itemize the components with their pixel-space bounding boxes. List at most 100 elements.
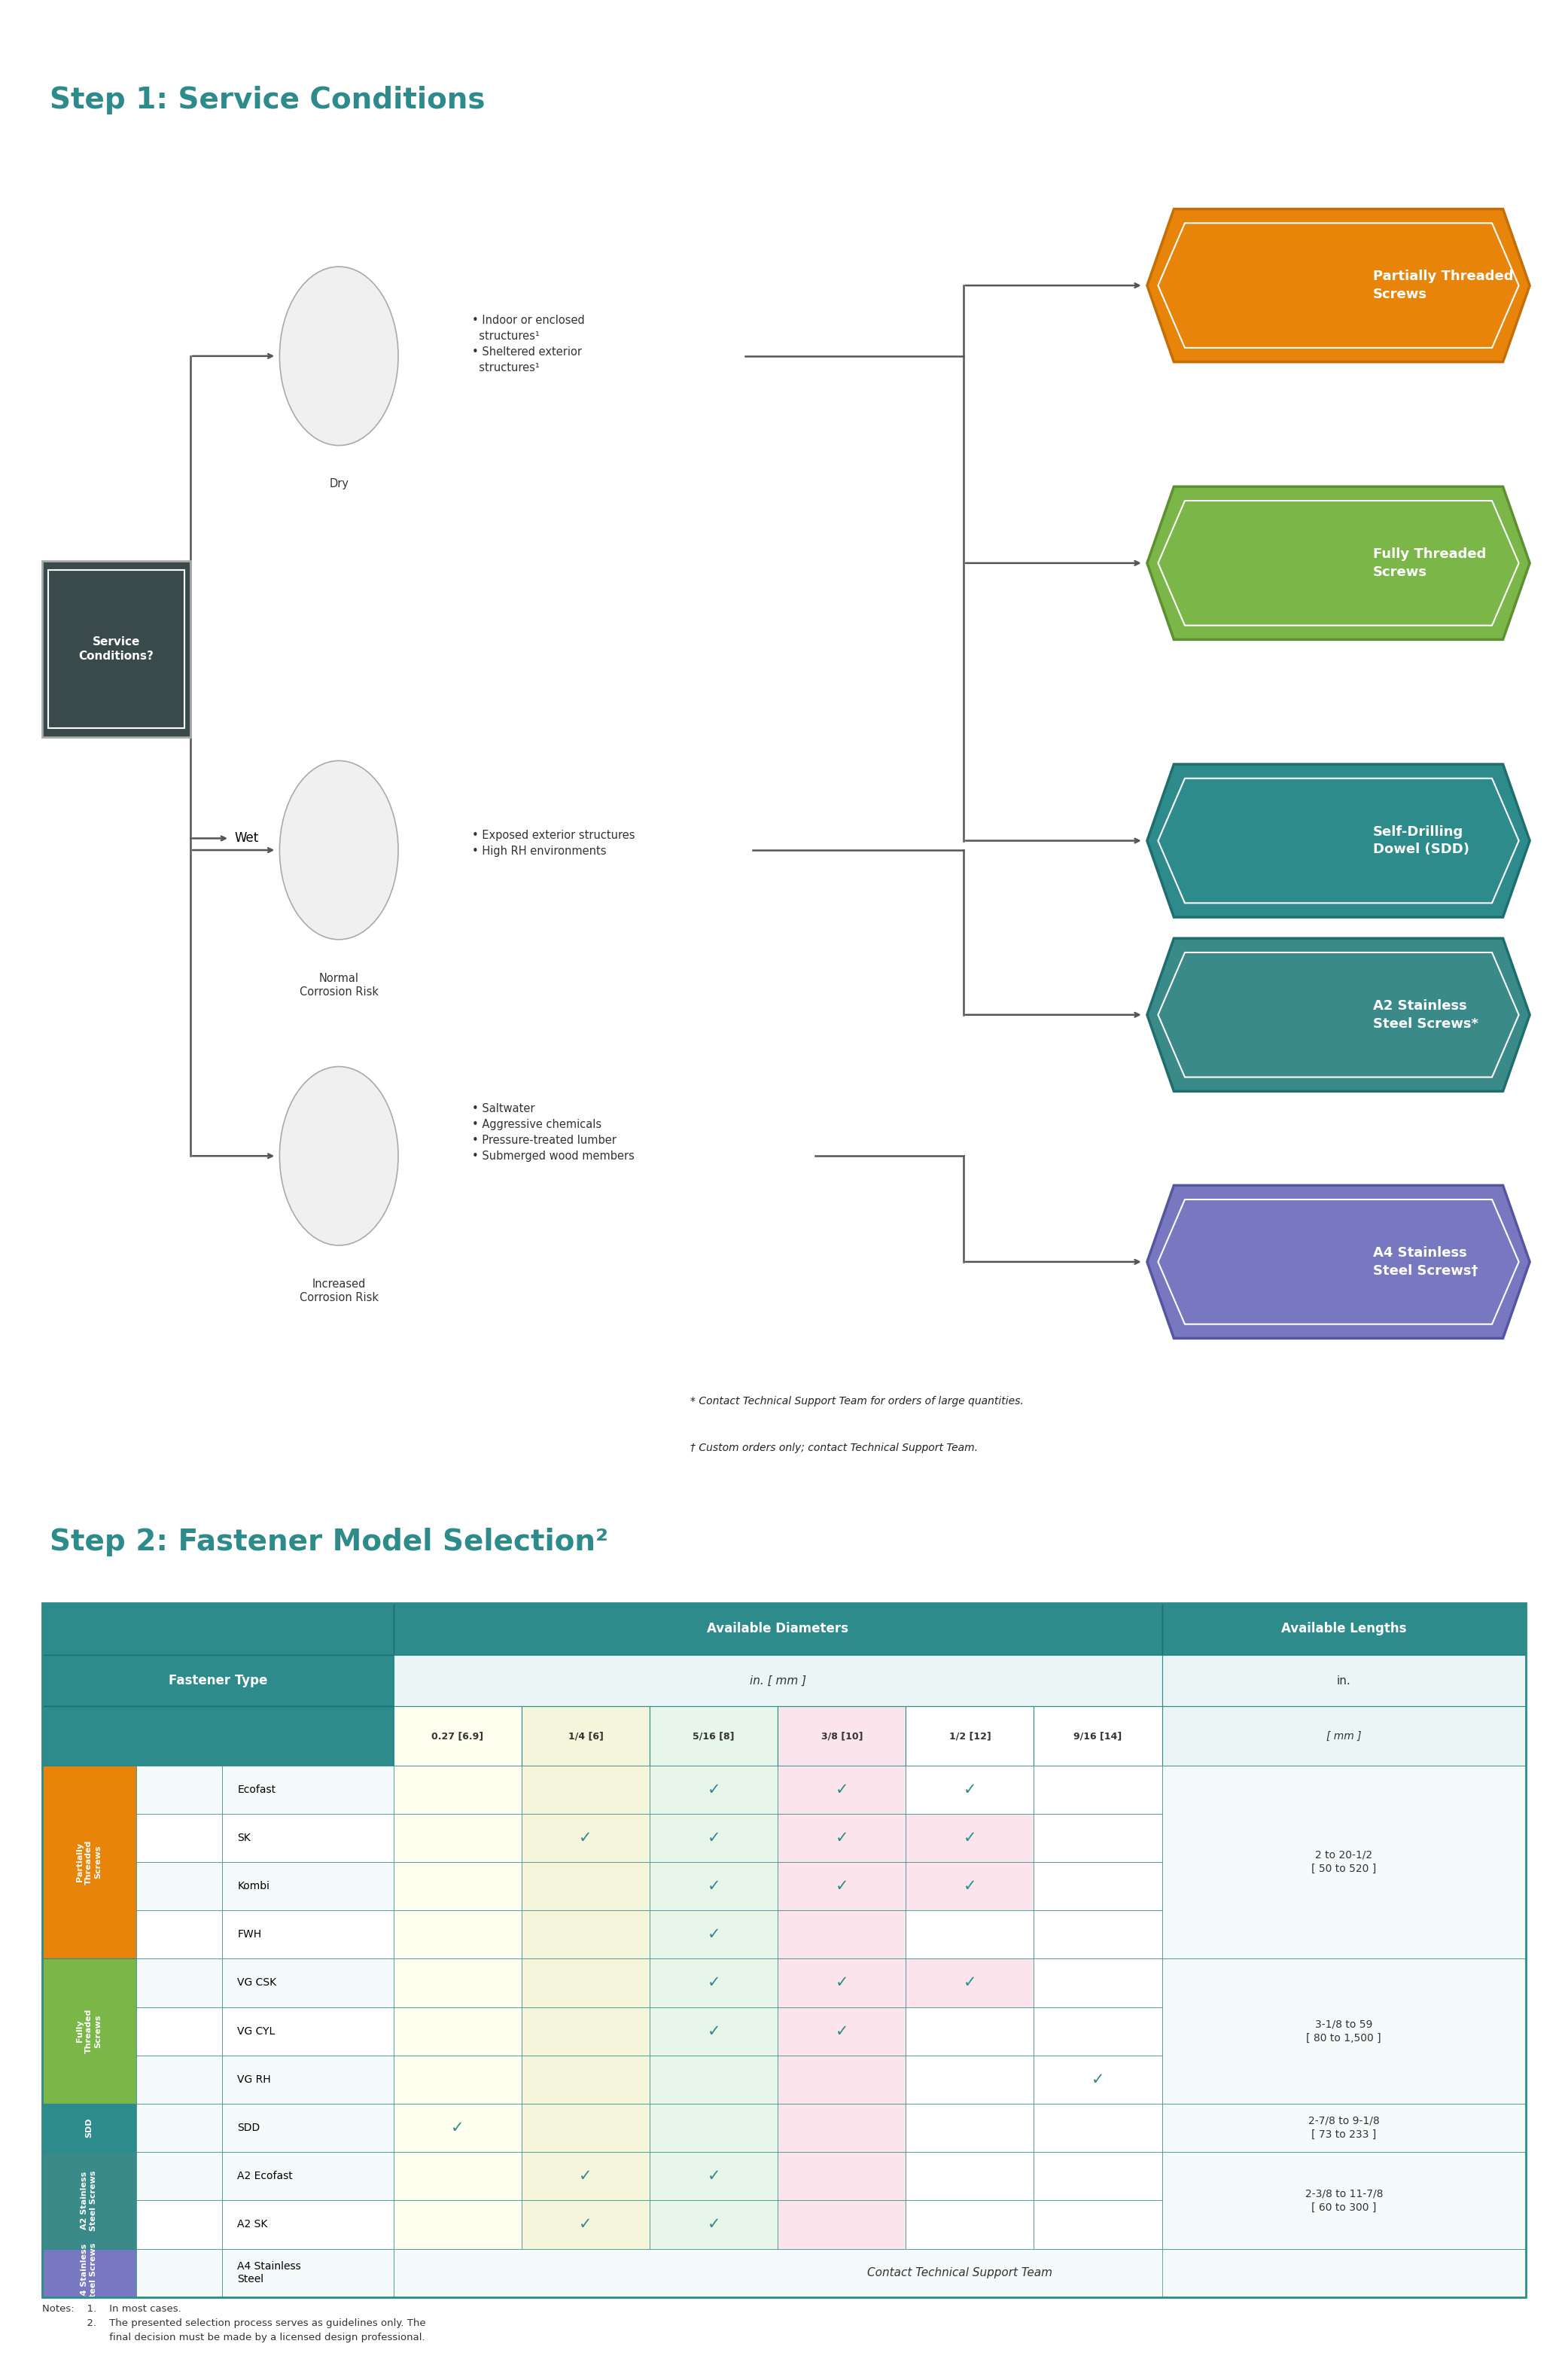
Bar bbox=[778, 1814, 906, 1861]
Bar bbox=[1162, 1706, 1526, 1765]
Bar bbox=[522, 2104, 649, 2151]
Bar bbox=[522, 1911, 649, 1958]
Bar bbox=[221, 2201, 394, 2248]
Bar bbox=[394, 1958, 522, 2008]
Bar bbox=[1033, 2055, 1162, 2104]
Bar bbox=[906, 2104, 1033, 2151]
Bar bbox=[778, 1706, 906, 1765]
Polygon shape bbox=[1148, 1184, 1530, 1338]
Bar bbox=[42, 2151, 136, 2248]
Bar bbox=[649, 1958, 778, 2008]
Text: ✓: ✓ bbox=[579, 1831, 593, 1845]
Text: Kombi: Kombi bbox=[237, 1880, 270, 1892]
Bar bbox=[778, 2008, 906, 2055]
Bar bbox=[906, 1861, 1033, 1911]
Text: † Custom orders only; contact Technical Support Team.: † Custom orders only; contact Technical … bbox=[690, 1444, 978, 1453]
Bar bbox=[136, 1861, 221, 1911]
Bar bbox=[906, 1706, 1033, 1765]
Text: 9/16 [14]: 9/16 [14] bbox=[1074, 1732, 1123, 1741]
Bar bbox=[136, 2104, 221, 2151]
Bar bbox=[906, 2151, 1033, 2201]
Bar bbox=[649, 1706, 778, 1765]
Text: Available Diameters: Available Diameters bbox=[707, 1623, 848, 1635]
Bar bbox=[778, 1911, 906, 1958]
Bar bbox=[649, 2151, 778, 2201]
FancyBboxPatch shape bbox=[42, 561, 191, 738]
Bar bbox=[42, 2248, 136, 2298]
Text: ✓: ✓ bbox=[1091, 2071, 1104, 2088]
Bar bbox=[1162, 2151, 1526, 2248]
Bar bbox=[221, 2248, 394, 2298]
Bar bbox=[1033, 1861, 1162, 1911]
Bar bbox=[394, 2008, 522, 2055]
Circle shape bbox=[279, 267, 398, 446]
Bar bbox=[394, 1814, 522, 1861]
Text: ✓: ✓ bbox=[963, 1878, 977, 1894]
Text: A2 Stainless
Steel Screws*: A2 Stainless Steel Screws* bbox=[1372, 1000, 1479, 1031]
Text: A4 Stainless
Steel: A4 Stainless Steel bbox=[237, 2260, 301, 2284]
Polygon shape bbox=[1148, 939, 1530, 1092]
Polygon shape bbox=[1148, 764, 1530, 918]
Text: 2-7/8 to 9-1/8
[ 73 to 233 ]: 2-7/8 to 9-1/8 [ 73 to 233 ] bbox=[1308, 2116, 1380, 2140]
Bar bbox=[1162, 1765, 1526, 1958]
Bar bbox=[778, 1765, 906, 1814]
Polygon shape bbox=[1148, 210, 1530, 361]
Bar bbox=[906, 1765, 1033, 1814]
Bar bbox=[1162, 2248, 1526, 2298]
Bar bbox=[1162, 1958, 1526, 2104]
Polygon shape bbox=[1148, 486, 1530, 639]
Bar bbox=[42, 1958, 136, 2104]
Bar bbox=[394, 2201, 522, 2248]
Text: Service
Conditions?: Service Conditions? bbox=[78, 637, 154, 661]
Bar bbox=[221, 1958, 394, 2008]
Text: Self-Drilling
Dowel (SDD): Self-Drilling Dowel (SDD) bbox=[1372, 826, 1469, 856]
Text: VG CSK: VG CSK bbox=[237, 1977, 276, 1989]
Bar bbox=[221, 1814, 394, 1861]
Text: Partially Threaded
Screws: Partially Threaded Screws bbox=[1372, 269, 1513, 302]
Text: ✓: ✓ bbox=[707, 1878, 720, 1894]
Bar bbox=[649, 1765, 778, 1814]
Text: 3/8 [10]: 3/8 [10] bbox=[822, 1732, 862, 1741]
Text: • Exposed exterior structures
• High RH environments: • Exposed exterior structures • High RH … bbox=[472, 830, 635, 856]
Bar bbox=[136, 2008, 221, 2055]
Text: ✓: ✓ bbox=[836, 1974, 848, 1991]
Bar bbox=[221, 1911, 394, 1958]
Bar bbox=[1033, 1706, 1162, 1765]
Bar bbox=[42, 1604, 394, 1654]
Text: in. [ mm ]: in. [ mm ] bbox=[750, 1675, 806, 1687]
Text: • Saltwater
• Aggressive chemicals
• Pressure-treated lumber
• Submerged wood me: • Saltwater • Aggressive chemicals • Pre… bbox=[472, 1104, 633, 1163]
Text: Step 1: Service Conditions: Step 1: Service Conditions bbox=[50, 85, 486, 113]
Text: Ecofast: Ecofast bbox=[237, 1783, 276, 1795]
Text: Fully
Threaded
Screws: Fully Threaded Screws bbox=[75, 2010, 102, 2055]
Bar bbox=[778, 1861, 906, 1911]
Bar bbox=[394, 1861, 522, 1911]
Text: ✓: ✓ bbox=[963, 1831, 977, 1845]
Bar bbox=[394, 1604, 1162, 1654]
Text: Step 2: Fastener Model Selection²: Step 2: Fastener Model Selection² bbox=[50, 1529, 608, 1557]
Text: ✓: ✓ bbox=[707, 1781, 720, 1798]
Circle shape bbox=[279, 760, 398, 939]
Bar bbox=[221, 2151, 394, 2201]
Bar bbox=[778, 2104, 906, 2151]
Text: Available Lengths: Available Lengths bbox=[1281, 1623, 1406, 1635]
Text: ✓: ✓ bbox=[707, 1974, 720, 1991]
Text: ✓: ✓ bbox=[707, 1831, 720, 1845]
Text: A2 Ecofast: A2 Ecofast bbox=[237, 2170, 293, 2182]
Text: * Contact Technical Support Team for orders of large quantities.: * Contact Technical Support Team for ord… bbox=[690, 1397, 1024, 1406]
Text: ✓: ✓ bbox=[707, 1927, 720, 1941]
Text: • Indoor or enclosed
  structures¹
• Sheltered exterior
  structures¹: • Indoor or enclosed structures¹ • Shelt… bbox=[472, 314, 585, 373]
Bar bbox=[394, 2151, 522, 2201]
Text: Contact Technical Support Team: Contact Technical Support Team bbox=[867, 2267, 1052, 2279]
Bar bbox=[1162, 2104, 1526, 2151]
Bar bbox=[136, 2151, 221, 2201]
Bar bbox=[42, 1654, 394, 1706]
Bar bbox=[394, 1706, 522, 1765]
Bar bbox=[906, 2055, 1033, 2104]
Bar bbox=[221, 2008, 394, 2055]
Text: 1/4 [6]: 1/4 [6] bbox=[568, 1732, 604, 1741]
Bar bbox=[649, 1911, 778, 1958]
Text: SDD: SDD bbox=[85, 2118, 93, 2137]
Text: ✓: ✓ bbox=[707, 2217, 720, 2232]
Bar bbox=[221, 1861, 394, 1911]
Bar bbox=[522, 1861, 649, 1911]
